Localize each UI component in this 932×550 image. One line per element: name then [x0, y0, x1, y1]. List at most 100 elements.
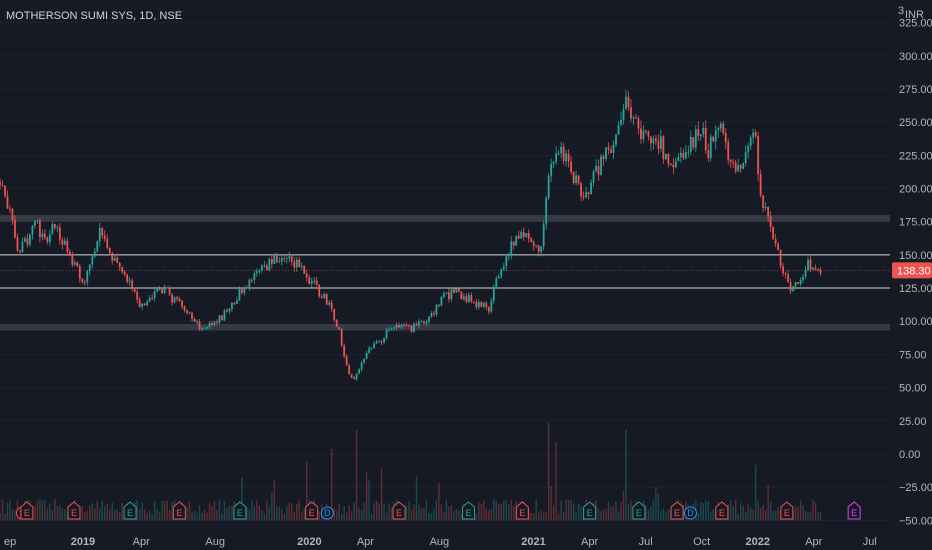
- candle-body: [14, 219, 16, 238]
- candle-body: [93, 251, 96, 257]
- candle-body: [472, 301, 475, 303]
- y-tick-label: 200.00: [899, 183, 932, 195]
- price-axis[interactable]: 325.00 300.00 275.00 250.00 225.00 200.00 175.…: [899, 18, 932, 528]
- volume-bar: [712, 509, 714, 521]
- volume-bar: [557, 513, 560, 521]
- y-tick-label: 25.00: [899, 416, 927, 428]
- candle-body: [295, 259, 298, 268]
- candle-body: [103, 235, 106, 240]
- candle-body: [470, 295, 473, 302]
- event-marker-label: E: [636, 508, 642, 518]
- candle-body: [545, 197, 548, 225]
- event-marker-label: E: [784, 508, 790, 518]
- candle-body: [166, 287, 168, 289]
- volume-bar: [203, 509, 206, 521]
- candle-body: [799, 279, 802, 285]
- volume-bar: [769, 501, 772, 521]
- volume-bar: [370, 513, 373, 521]
- candle-body: [482, 302, 485, 307]
- candle-body: [714, 130, 717, 142]
- candle-body: [111, 252, 114, 261]
- volume-bar: [251, 500, 253, 521]
- volume-bar: [480, 503, 483, 521]
- x-tick-label: Oct: [693, 536, 710, 548]
- time-axis[interactable]: ep 2019 Apr Aug 2020 Apr Aug 2021 Apr Jul Oct 2022 A…: [4, 536, 877, 548]
- y-tick-label: 100.00: [899, 316, 932, 328]
- candle-body: [101, 228, 104, 236]
- x-tick-label: Apr: [805, 536, 822, 548]
- volume-bar: [747, 504, 749, 521]
- event-marker-badge: [172, 501, 186, 520]
- candle-body: [39, 220, 41, 238]
- volume-bar: [335, 510, 338, 521]
- volume-bar: [9, 500, 11, 521]
- volume-bar: [478, 502, 480, 521]
- volume-bar: [645, 504, 647, 521]
- candle-body: [213, 321, 216, 326]
- candle-body: [590, 182, 592, 195]
- candle-body: [674, 161, 677, 168]
- candle-body: [565, 153, 568, 162]
- volume-bar: [764, 510, 767, 521]
- volume-bar: [136, 500, 138, 521]
- volume-bar: [109, 509, 111, 521]
- volume-bar: [338, 503, 340, 521]
- volume-bar: [418, 504, 420, 521]
- volume-bar: [508, 504, 510, 521]
- y-tick-label: 75.00: [899, 349, 927, 361]
- candlesticks[interactable]: [0, 89, 822, 381]
- volume-bar: [757, 500, 759, 521]
- event-marker-label: D: [324, 508, 331, 518]
- candle-body: [428, 316, 430, 322]
- candle-body: [637, 118, 640, 129]
- candle-body: [552, 162, 555, 164]
- candle-body: [363, 358, 366, 363]
- volume-bar: [271, 492, 273, 521]
- candle-body: [592, 171, 595, 183]
- candle-body: [435, 304, 438, 315]
- volume-bar: [263, 513, 266, 521]
- candle-body: [338, 327, 341, 330]
- candle-body: [258, 270, 261, 272]
- candle-body: [520, 232, 523, 239]
- volume-bar: [705, 500, 707, 521]
- event-marker-label: E: [519, 508, 525, 518]
- candle-body: [231, 302, 233, 309]
- volume-bar: [231, 505, 233, 521]
- candle-body: [789, 282, 792, 291]
- event-marker-badge: [847, 501, 861, 520]
- event-markers[interactable]: SEEEEEEDEEEEEEDEEE: [15, 501, 861, 520]
- candle-body: [505, 256, 508, 267]
- horizontal-levels[interactable]: [0, 254, 890, 289]
- volume-bar: [1, 499, 4, 521]
- candle-body: [148, 298, 151, 302]
- candle-body: [694, 129, 697, 148]
- volume-bar: [503, 500, 505, 521]
- candle-body: [423, 321, 425, 324]
- candle-body: [96, 241, 99, 252]
- volume-bar: [378, 503, 380, 521]
- volume-bar: [797, 506, 799, 521]
- volume-bar: [34, 506, 36, 521]
- candle-body: [116, 257, 119, 263]
- event-marker-badge: [67, 501, 81, 520]
- candle-body: [415, 323, 418, 326]
- candle-body: [595, 166, 597, 172]
- candle-body: [370, 347, 373, 349]
- x-tick-label: 2020: [297, 536, 321, 548]
- volume-bar: [14, 510, 16, 521]
- candle-body: [36, 220, 39, 222]
- candle-body: [727, 142, 730, 160]
- candle-body: [56, 227, 59, 229]
- candle-body: [500, 269, 503, 277]
- candle-body: [173, 297, 176, 303]
- candle-body: [191, 312, 193, 319]
- candle-body: [807, 259, 809, 270]
- volume-bar: [348, 505, 350, 521]
- currency-label[interactable]: INR: [905, 9, 924, 21]
- candle-body: [310, 281, 313, 284]
- volume-bar: [710, 512, 712, 521]
- volume-bar: [340, 513, 343, 521]
